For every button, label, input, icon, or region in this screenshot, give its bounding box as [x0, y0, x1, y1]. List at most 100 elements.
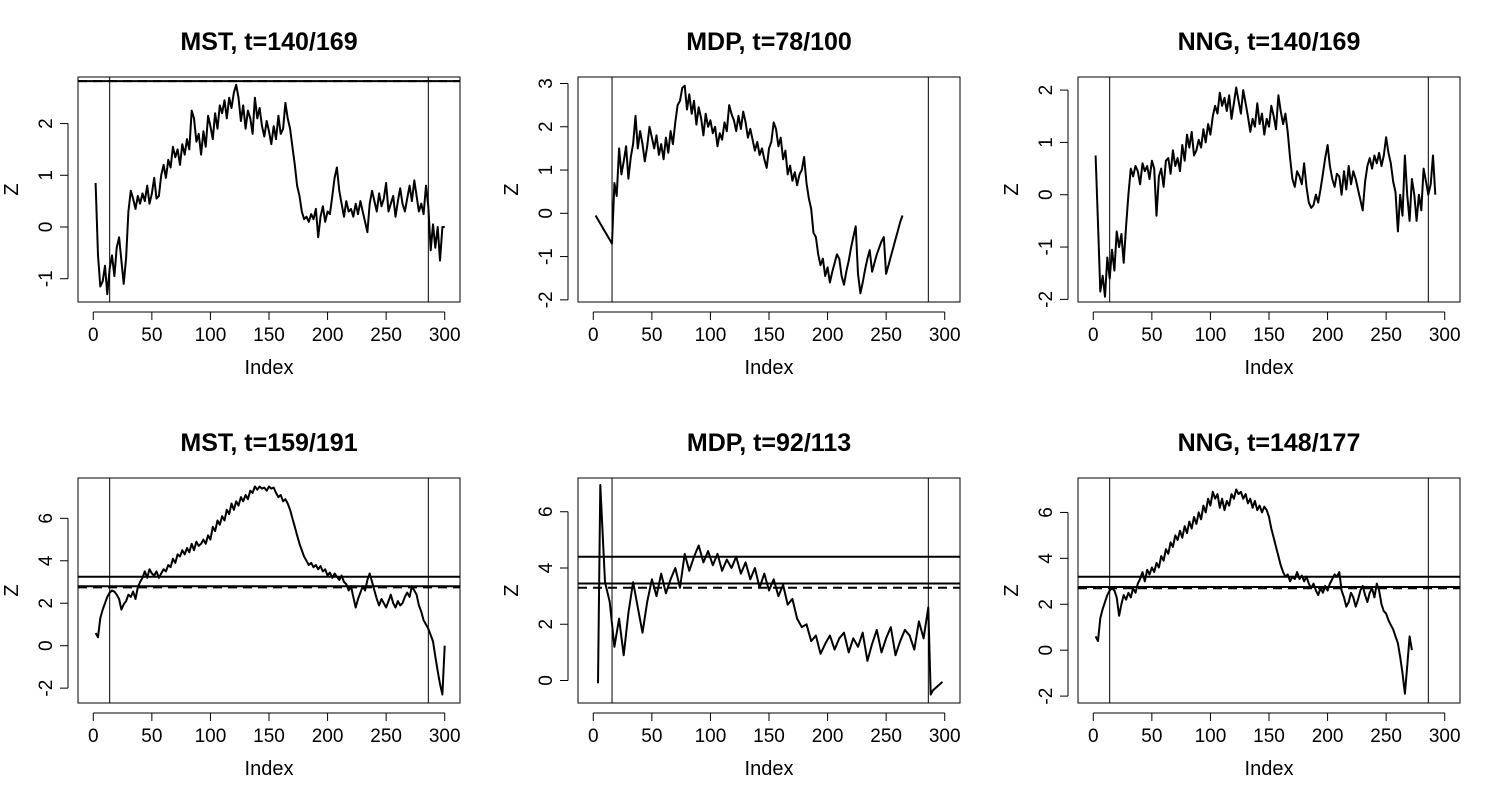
x-tick-label: 0 — [588, 325, 599, 346]
x-tick-label: 50 — [141, 726, 162, 747]
x-tick-label: 0 — [1088, 726, 1099, 747]
y-tick-label: 2 — [1036, 599, 1057, 610]
x-axis-label: Index — [1245, 758, 1294, 780]
x-axis-label: Index — [745, 357, 794, 379]
x-tick-label: 100 — [195, 325, 227, 346]
y-tick-label: 0 — [536, 208, 557, 219]
y-tick-label: 2 — [536, 619, 557, 630]
chart-title: MDP, t=92/113 — [687, 429, 851, 457]
y-tick-label: 4 — [1036, 553, 1057, 564]
plot-frame — [577, 76, 961, 303]
series-line — [1094, 86, 1437, 298]
x-tick-label: 0 — [88, 325, 99, 346]
x-tick-label: 200 — [312, 726, 344, 747]
y-tick-label: 0 — [36, 640, 57, 651]
y-tick-label: -2 — [36, 680, 57, 697]
chart-panel-3: NNG, t=140/169 0 50 100 150 200 250 300 Index -2 -… — [1001, 28, 1461, 379]
x-tick-label: 50 — [641, 325, 662, 346]
y-tick-label: 0 — [536, 675, 557, 686]
chart-title: NNG, t=148/177 — [1178, 429, 1361, 457]
x-tick-label: 250 — [370, 726, 402, 747]
y-tick-label: 3 — [536, 78, 557, 89]
x-tick-label: 150 — [1253, 726, 1285, 747]
x-tick-label: 300 — [429, 726, 461, 747]
plot-frame — [1077, 477, 1461, 704]
chart-panel-2: MDP, t=78/100 0 50 100 150 200 250 300 Index -2 -1… — [501, 28, 961, 379]
x-tick-label: 150 — [1253, 325, 1285, 346]
x-tick-label: 200 — [1312, 726, 1344, 747]
y-axis-label: Z — [1001, 183, 1023, 195]
x-tick-label: 50 — [141, 325, 162, 346]
x-tick-label: 50 — [1141, 325, 1162, 346]
y-tick-label: 2 — [1036, 85, 1057, 96]
x-tick-label: 0 — [1088, 325, 1099, 346]
chart-title: NNG, t=140/169 — [1178, 28, 1361, 56]
y-tick-label: 0 — [36, 222, 57, 233]
plot-frame — [1077, 76, 1461, 303]
y-tick-label: 6 — [36, 513, 57, 524]
y-tick-label: 1 — [36, 170, 57, 181]
x-tick-label: 0 — [88, 726, 99, 747]
plot-frame — [77, 477, 461, 704]
x-tick-label: 150 — [253, 726, 285, 747]
x-tick-label: 250 — [1370, 726, 1402, 747]
y-tick-label: 2 — [36, 598, 57, 609]
y-tick-label: 4 — [536, 562, 557, 573]
y-tick-label: 1 — [536, 165, 557, 176]
x-tick-label: 150 — [753, 325, 785, 346]
x-tick-label: 300 — [929, 325, 961, 346]
x-tick-label: 100 — [695, 325, 727, 346]
y-tick-label: 0 — [1036, 645, 1057, 656]
y-axis-label: Z — [1001, 584, 1023, 596]
x-tick-label: 250 — [870, 726, 902, 747]
plot-frame — [77, 76, 461, 303]
series-line — [594, 84, 904, 295]
x-tick-label: 100 — [195, 726, 227, 747]
chart-panel-6: NNG, t=148/177 0 50 100 150 200 250 300 Index -2 0… — [1001, 429, 1461, 780]
x-axis-label: Index — [745, 758, 794, 780]
chart-panel-4: MST, t=159/191 0 50 100 150 200 250 300 Index -2 0… — [1, 429, 461, 780]
series-line — [94, 83, 445, 296]
chart-title: MST, t=159/191 — [180, 429, 357, 457]
x-axis-label: Index — [1245, 357, 1294, 379]
x-tick-label: 300 — [429, 325, 461, 346]
y-tick-label: -2 — [1036, 291, 1057, 308]
y-tick-label: 1 — [1036, 137, 1057, 148]
x-tick-label: 250 — [370, 325, 402, 346]
y-tick-label: 2 — [536, 121, 557, 132]
y-tick-label: 4 — [36, 555, 57, 566]
x-tick-label: 100 — [695, 726, 727, 747]
chart-title: MDP, t=78/100 — [686, 28, 852, 56]
x-tick-label: 100 — [1195, 325, 1227, 346]
y-tick-label: -1 — [36, 270, 57, 287]
y-tick-label: -2 — [1036, 688, 1057, 705]
chart-panel-5: MDP, t=92/113 0 50 100 150 200 250 300 Index 0 2 4 6… — [501, 429, 961, 780]
y-tick-label: 2 — [36, 118, 57, 129]
y-tick-label: -2 — [536, 291, 557, 308]
x-tick-label: 100 — [1195, 726, 1227, 747]
x-tick-label: 200 — [812, 726, 844, 747]
plot-frame — [577, 477, 961, 704]
x-tick-label: 200 — [812, 325, 844, 346]
x-tick-label: 200 — [1312, 325, 1344, 346]
y-axis-label: Z — [501, 183, 523, 195]
x-axis-label: Index — [245, 357, 294, 379]
y-axis-label: Z — [501, 584, 523, 596]
x-tick-label: 150 — [253, 325, 285, 346]
x-tick-label: 0 — [588, 726, 599, 747]
x-tick-label: 50 — [641, 726, 662, 747]
chart-title: MST, t=140/169 — [180, 28, 357, 56]
y-tick-label: 0 — [1036, 189, 1057, 200]
series-line — [94, 485, 446, 696]
x-tick-label: 250 — [870, 325, 902, 346]
series-line — [1094, 488, 1413, 695]
y-tick-label: 6 — [1036, 507, 1057, 518]
series-line — [597, 484, 944, 696]
x-tick-label: 200 — [312, 325, 344, 346]
chart-panel-1: MST, t=140/169 0 50 100 150 200 250 300 Index -1 0… — [1, 28, 461, 379]
x-tick-label: 250 — [1370, 325, 1402, 346]
y-tick-label: 6 — [536, 506, 557, 517]
x-tick-label: 300 — [929, 726, 961, 747]
y-tick-label: -1 — [1036, 239, 1057, 256]
